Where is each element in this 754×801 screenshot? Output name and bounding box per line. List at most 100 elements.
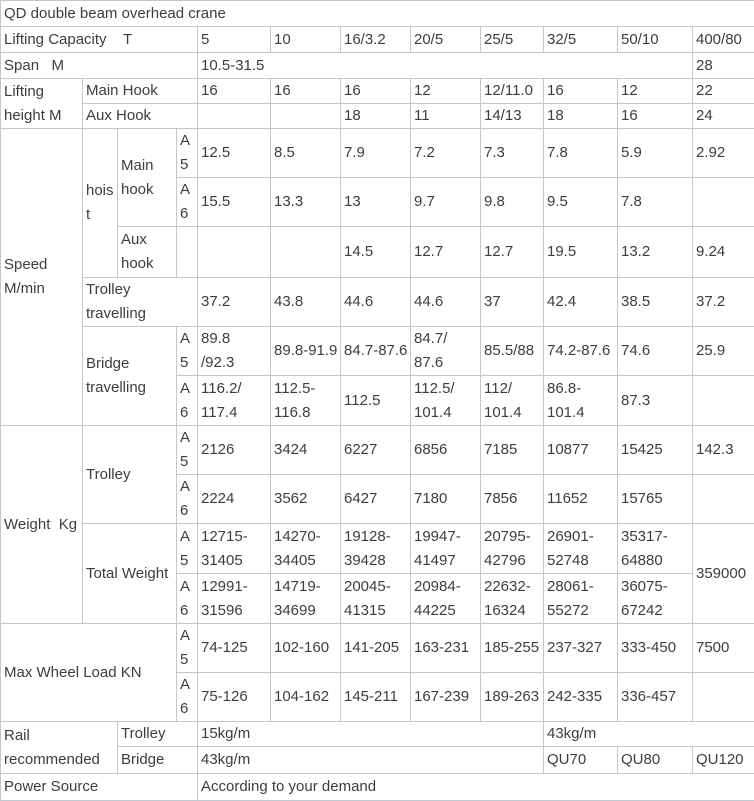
- value-cell: 86.8- 101.4: [544, 376, 618, 426]
- value-cell: 336-457: [618, 673, 693, 722]
- row-label-speed: Speed M/min: [1, 129, 83, 426]
- class-label-a5: A5: [177, 327, 198, 376]
- value-cell: 9.24: [693, 227, 754, 278]
- value-cell: 141-205: [341, 624, 411, 673]
- value-cell: 75-126: [198, 673, 271, 722]
- value-cell: 112/ 101.4: [481, 376, 544, 426]
- lifting-height-aux-hook-row: Aux Hook 18 11 14/13 18 16 24: [1, 104, 754, 129]
- lifting-capacity-row: Lifting Capacity T 5 10 16/3.2 20/5 25/5…: [1, 27, 754, 53]
- value-cell: 2126: [198, 426, 271, 475]
- value-cell: [271, 227, 341, 278]
- value-cell: 145-211: [341, 673, 411, 722]
- value-cell: 36075- 67242: [618, 574, 693, 624]
- row-label-lifting-height: Lifting height M: [1, 79, 83, 129]
- value-cell: 14270- 34405: [271, 524, 341, 574]
- value-cell: 84.7-87.6: [341, 327, 411, 376]
- value-cell: 74.2-87.6: [544, 327, 618, 376]
- row-label-weight-trolley: Trolley: [83, 426, 177, 524]
- value-cell: [271, 104, 341, 129]
- value-cell: 35317- 64880: [618, 524, 693, 574]
- row-label-max-wheel-load: Max Wheel Load KN: [1, 624, 177, 722]
- value-cell: 15425: [618, 426, 693, 475]
- value-cell: 89.8-91.9: [271, 327, 341, 376]
- value-cell: 19.5: [544, 227, 618, 278]
- value-cell: 10877: [544, 426, 618, 475]
- speed-bridge-a5-row: Bridge travelling A5 89.8 /92.3 89.8-91.…: [1, 327, 754, 376]
- value-cell: 50/10: [618, 27, 693, 53]
- value-cell: 242-335: [544, 673, 618, 722]
- value-cell: 16: [544, 79, 618, 104]
- value-cell: 12/11.0: [481, 79, 544, 104]
- value-cell: 16: [198, 79, 271, 104]
- value-cell: 3424: [271, 426, 341, 475]
- value-cell: 9.7: [411, 178, 481, 227]
- value-cell: 84.7/ 87.6: [411, 327, 481, 376]
- class-label-a6: A6: [177, 376, 198, 426]
- row-label-weight: Weight Kg: [1, 426, 83, 624]
- value-cell: 43kg/m: [544, 722, 754, 747]
- value-cell: 42.4: [544, 278, 618, 327]
- value-cell: 15.5: [198, 178, 271, 227]
- value-cell: 37.2: [198, 278, 271, 327]
- value-cell: 2224: [198, 475, 271, 524]
- value-cell: 18: [544, 104, 618, 129]
- value-cell: 10.5-31.5: [198, 53, 693, 79]
- class-label-a6: A6: [177, 475, 198, 524]
- value-cell: 13.3: [271, 178, 341, 227]
- row-label-bridge-travelling: Bridge travelling: [83, 327, 177, 426]
- row-label-power-source: Power Source: [1, 774, 198, 801]
- value-cell: 142.3: [693, 426, 754, 475]
- value-cell: 185-255: [481, 624, 544, 673]
- value-cell: 25.9: [693, 327, 754, 376]
- value-cell: 5: [198, 27, 271, 53]
- row-label-trolley-travelling: Trolley travelling: [83, 278, 198, 327]
- value-cell: 18: [341, 104, 411, 129]
- value-cell: 20795- 42796: [481, 524, 544, 574]
- value-cell: 32/5: [544, 27, 618, 53]
- row-label-rail-recommended: Rail recommended: [1, 722, 118, 774]
- value-cell: 19128- 39428: [341, 524, 411, 574]
- value-cell: QU120: [693, 747, 754, 774]
- value-cell: 44.6: [341, 278, 411, 327]
- class-label-a6: A6: [177, 673, 198, 722]
- row-label-main-hook: Main Hook: [83, 79, 198, 104]
- value-cell: 9.8: [481, 178, 544, 227]
- value-cell: 12991- 31596: [198, 574, 271, 624]
- speed-main-hook-a5-row: Speed M/min hoist Main hook A5 12.5 8.5 …: [1, 129, 754, 178]
- value-cell: 13.2: [618, 227, 693, 278]
- class-label-a6: A6: [177, 574, 198, 624]
- value-cell: 6856: [411, 426, 481, 475]
- value-cell: QU80: [618, 747, 693, 774]
- value-cell: [693, 178, 754, 227]
- value-cell: [693, 475, 754, 524]
- value-cell: 15765: [618, 475, 693, 524]
- value-cell: 6227: [341, 426, 411, 475]
- value-cell: 14/13: [481, 104, 544, 129]
- value-cell: 237-327: [544, 624, 618, 673]
- value-cell: 7180: [411, 475, 481, 524]
- value-cell: 112.5/ 101.4: [411, 376, 481, 426]
- lifting-height-main-hook-row: Lifting height M Main Hook 16 16 16 12 1…: [1, 79, 754, 104]
- table-title: QD double beam overhead crane: [1, 1, 754, 27]
- value-cell: 19947- 41497: [411, 524, 481, 574]
- value-cell: 7.9: [341, 129, 411, 178]
- value-cell: 7.8: [544, 129, 618, 178]
- value-cell: [198, 104, 271, 129]
- value-cell: [693, 376, 754, 426]
- value-cell: 20/5: [411, 27, 481, 53]
- value-cell: 12.5: [198, 129, 271, 178]
- value-cell: 163-231: [411, 624, 481, 673]
- value-cell: [693, 673, 754, 722]
- value-cell: 112.5: [341, 376, 411, 426]
- value-cell: 14.5: [341, 227, 411, 278]
- row-label-span: Span M: [1, 53, 198, 79]
- value-cell: 333-450: [618, 624, 693, 673]
- row-label-total-weight: Total Weight: [83, 524, 177, 624]
- row-label-lifting-capacity: Lifting Capacity T: [1, 27, 198, 53]
- class-label-a5: A5: [177, 524, 198, 574]
- value-cell: QU70: [544, 747, 618, 774]
- value-cell: 13: [341, 178, 411, 227]
- value-cell: 89.8 /92.3: [198, 327, 271, 376]
- class-label-a5: A5: [177, 426, 198, 475]
- value-cell: 10: [271, 27, 341, 53]
